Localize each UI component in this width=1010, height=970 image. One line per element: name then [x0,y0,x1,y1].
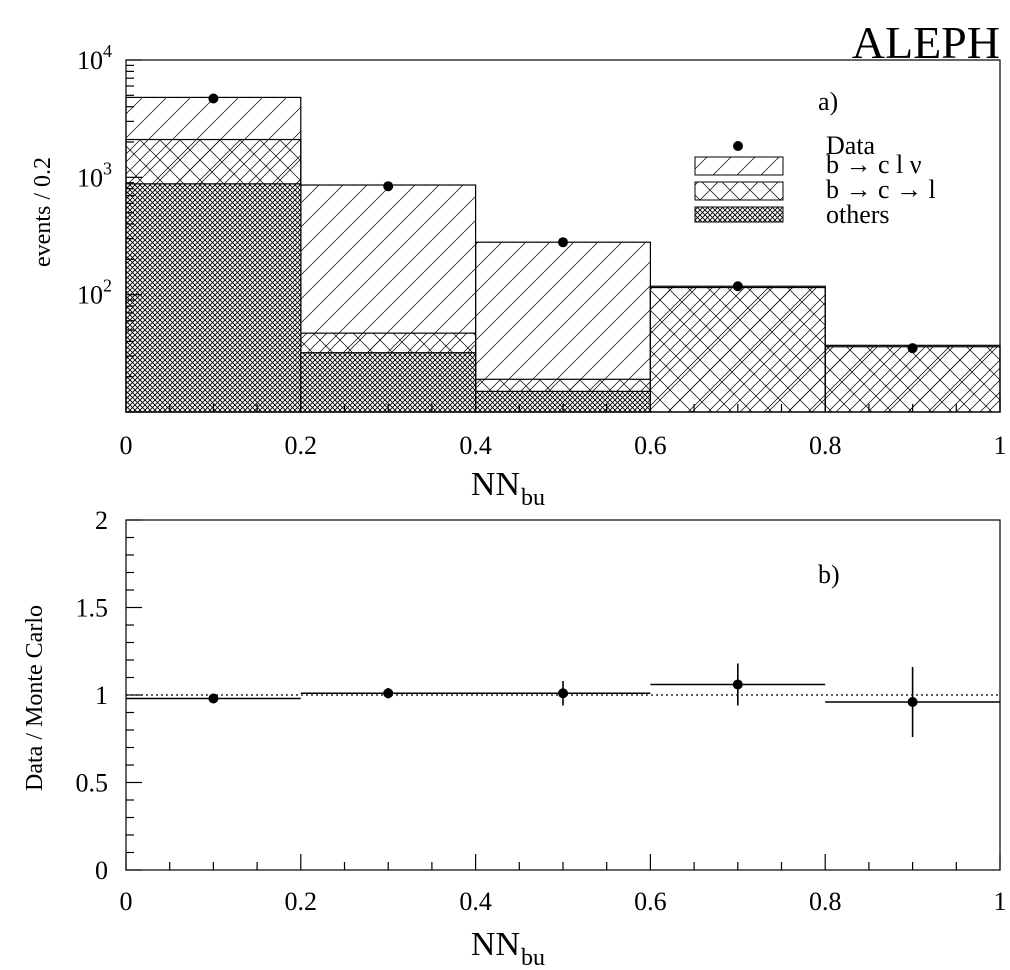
legend-swatch-bclnu [694,156,784,176]
a-y-axis-label: events / 0.2 [30,157,56,267]
legend-marker-data [733,141,743,151]
b-y-tick-label: 0 [95,856,108,885]
b-y-axis-label: Data / Monte Carlo [22,605,48,791]
a-x-tick-label: 0.6 [634,431,667,460]
hist-bar-dense-crosshatch [300,352,477,413]
legend-swatch-bcl [694,181,784,201]
legend-swatch-others [694,206,784,223]
a-axes [125,59,1001,413]
b-y-tick-label: 1.5 [76,594,109,623]
ratio-point [383,688,394,699]
b-y-tick-label: 1 [95,681,108,710]
b-x-tick-label: 0.2 [285,887,318,916]
data-point [208,93,219,104]
a-x-axis-label-main: NN [471,466,520,503]
a-y-tick-label: 104 [77,41,112,75]
a-x-tick-label: 0.2 [285,431,318,460]
data-point [383,181,394,192]
hist-bar-dense-crosshatch [125,183,302,413]
b-y-tick-label: 0.5 [76,769,109,798]
a-x-tick-label: 1 [994,431,1007,460]
legend-label-bclnu: b → c l ν [826,150,922,179]
panel-b-label: b) [818,560,840,589]
legend-label-bcl: b → c → l [826,175,936,204]
b-x-tick-label: 0 [120,887,133,916]
ratio-point [732,679,743,690]
a-tick-labels: 0 0.2 0.4 0.6 0.8 1 102 103 104 [77,41,1007,460]
b-axes [125,519,1001,871]
a-x-tick-label: 0.8 [809,431,842,460]
panel-b-ratio: 0 0.2 0.4 0.6 0.8 1 0 0.5 1 1.5 2 b) Data / Monte … [22,506,1007,970]
b-x-tick-label: 0.6 [634,887,667,916]
b-x-axis-label-sub: bu [521,945,545,970]
a-data-points [208,93,918,354]
a-y-tick-label: 102 [77,276,112,310]
legend-label-data: Data [826,131,876,160]
a-legend: Data b → c l ν b → c → l others [694,131,936,229]
data-point [732,281,743,292]
panel-a-label: a) [818,87,838,116]
b-x-tick-label: 0.4 [459,887,492,916]
a-x-axis-label-sub: bu [521,485,545,511]
hist-bar-crosshatch [649,286,826,413]
a-x-tick-label: 0.4 [459,431,492,460]
a-bars [125,96,1001,413]
ratio-point [558,688,568,699]
legend-label-others: others [826,200,890,229]
data-point [558,237,568,248]
a-y-tick-label: 103 [77,158,112,192]
b-x-tick-label: 1 [994,887,1007,916]
b-x-tick-label: 0.8 [809,887,842,916]
data-point [907,343,918,354]
a-x-tick-label: 0 [120,431,133,460]
hist-bar-crosshatch [824,346,1001,413]
b-x-axis-label-main: NN [471,926,520,963]
ratio-point [208,693,219,704]
b-y-tick-label: 2 [95,506,108,535]
b-tick-labels: 0 0.2 0.4 0.6 0.8 1 0 0.5 1 1.5 2 [76,506,1007,916]
ratio-point [907,697,918,707]
b-ratio-points [126,663,1000,737]
